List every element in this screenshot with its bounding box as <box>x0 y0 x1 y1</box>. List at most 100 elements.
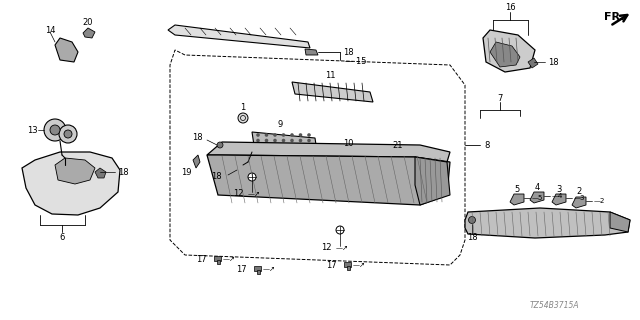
Polygon shape <box>350 152 378 165</box>
Circle shape <box>273 133 277 137</box>
Text: —3: —3 <box>574 195 586 201</box>
Circle shape <box>282 133 285 137</box>
Text: —↗: —↗ <box>263 266 276 272</box>
Text: 18: 18 <box>211 172 222 180</box>
Circle shape <box>59 125 77 143</box>
Bar <box>214 256 221 261</box>
Polygon shape <box>252 132 318 158</box>
Circle shape <box>307 150 311 153</box>
Text: —↗: —↗ <box>223 256 236 262</box>
Polygon shape <box>55 38 78 62</box>
Text: 18: 18 <box>193 132 203 141</box>
Circle shape <box>282 144 285 148</box>
Text: 18: 18 <box>343 47 354 57</box>
Circle shape <box>282 150 285 153</box>
Circle shape <box>256 150 260 153</box>
Text: 8: 8 <box>484 140 490 149</box>
Bar <box>257 270 260 274</box>
Circle shape <box>273 144 277 148</box>
Circle shape <box>217 142 223 148</box>
Polygon shape <box>610 212 630 232</box>
Bar <box>344 262 351 267</box>
Text: 6: 6 <box>60 233 65 242</box>
Circle shape <box>282 139 285 142</box>
Text: FR.: FR. <box>604 12 625 22</box>
Circle shape <box>265 150 268 153</box>
Polygon shape <box>465 208 630 238</box>
Text: 4: 4 <box>534 182 540 191</box>
Polygon shape <box>55 158 95 184</box>
Text: 18: 18 <box>118 167 129 177</box>
Polygon shape <box>292 82 373 102</box>
Text: —↗: —↗ <box>336 245 349 251</box>
Text: —4: —4 <box>552 193 563 199</box>
Text: 18: 18 <box>548 58 559 67</box>
Text: 13: 13 <box>28 125 38 134</box>
Polygon shape <box>95 168 106 178</box>
Text: 11: 11 <box>324 70 335 79</box>
Circle shape <box>248 173 256 181</box>
Circle shape <box>468 217 476 223</box>
Text: 14: 14 <box>45 26 55 35</box>
Circle shape <box>299 133 302 137</box>
Text: 9: 9 <box>277 119 283 129</box>
Circle shape <box>265 144 268 148</box>
Circle shape <box>238 113 248 123</box>
Text: 19: 19 <box>180 167 191 177</box>
Text: 10: 10 <box>343 139 353 148</box>
Polygon shape <box>207 142 450 162</box>
Text: —↗: —↗ <box>248 191 261 197</box>
Circle shape <box>44 119 66 141</box>
Text: 17: 17 <box>236 265 247 274</box>
Bar <box>217 260 220 264</box>
Text: 17: 17 <box>326 260 337 269</box>
Circle shape <box>307 133 311 137</box>
Text: —5: —5 <box>532 195 543 201</box>
Circle shape <box>307 144 311 148</box>
Circle shape <box>299 150 302 153</box>
Polygon shape <box>572 197 586 208</box>
Polygon shape <box>385 155 406 170</box>
Text: 2: 2 <box>577 188 582 196</box>
Circle shape <box>265 139 268 142</box>
Text: TZ54B3715A: TZ54B3715A <box>530 301 580 310</box>
Polygon shape <box>415 157 450 205</box>
Circle shape <box>290 133 294 137</box>
Text: 1: 1 <box>241 102 246 111</box>
Text: 12: 12 <box>321 244 332 252</box>
Circle shape <box>290 150 294 153</box>
Circle shape <box>299 139 302 142</box>
Polygon shape <box>552 194 566 205</box>
Polygon shape <box>193 155 200 168</box>
Circle shape <box>256 139 260 142</box>
Text: 21: 21 <box>393 140 403 149</box>
Text: 5: 5 <box>515 185 520 194</box>
Circle shape <box>273 139 277 142</box>
Polygon shape <box>83 28 95 38</box>
Circle shape <box>240 164 246 170</box>
Circle shape <box>336 226 344 234</box>
Circle shape <box>256 144 260 148</box>
Bar <box>347 266 350 270</box>
Polygon shape <box>305 49 318 55</box>
Polygon shape <box>483 30 535 72</box>
Text: 12: 12 <box>234 189 244 198</box>
Circle shape <box>256 133 260 137</box>
Circle shape <box>299 144 302 148</box>
Polygon shape <box>490 42 520 67</box>
Polygon shape <box>530 192 544 203</box>
Circle shape <box>290 139 294 142</box>
Circle shape <box>50 125 60 135</box>
Polygon shape <box>510 194 524 205</box>
Circle shape <box>64 130 72 138</box>
Text: 3: 3 <box>556 185 562 194</box>
Text: 20: 20 <box>83 18 93 27</box>
Text: 17: 17 <box>196 254 207 263</box>
Polygon shape <box>22 152 120 215</box>
Text: 7: 7 <box>497 93 502 102</box>
Text: 18: 18 <box>467 234 477 243</box>
Polygon shape <box>207 155 450 205</box>
Circle shape <box>273 150 277 153</box>
Text: —↗: —↗ <box>353 262 366 268</box>
Polygon shape <box>528 58 538 68</box>
